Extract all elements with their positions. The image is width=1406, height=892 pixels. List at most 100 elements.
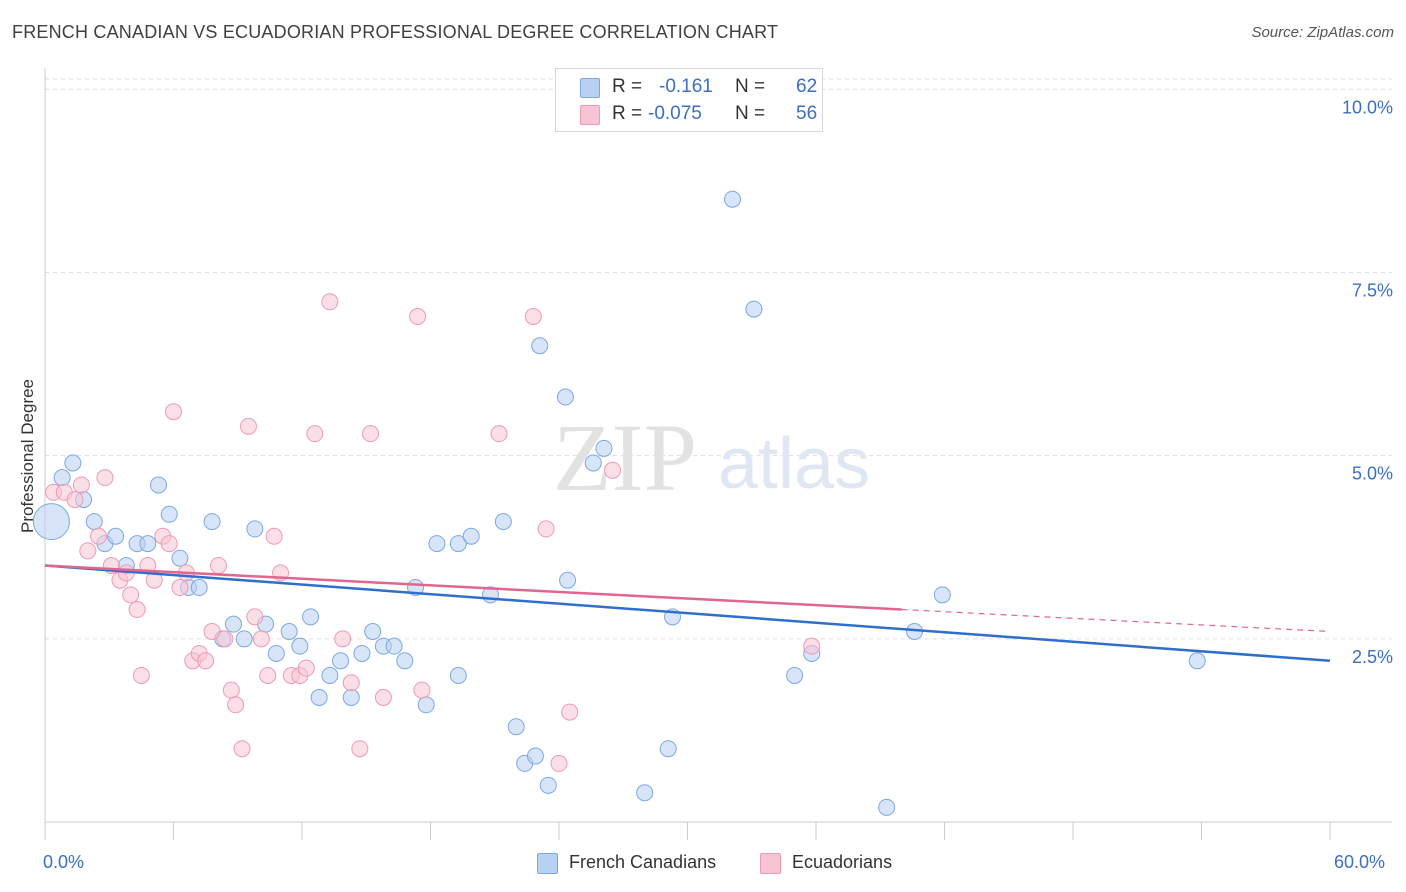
french-canadian-point xyxy=(745,300,763,318)
french-canadian-point xyxy=(235,630,253,648)
legend-r-label: R = xyxy=(612,76,643,97)
watermark-zip: ZIP xyxy=(553,404,697,511)
french-canadian-point xyxy=(539,776,557,794)
french-canadian-point xyxy=(1188,652,1206,670)
french-canadian-point xyxy=(462,527,480,545)
french-canadian-point xyxy=(449,535,467,553)
french-canadian-point xyxy=(139,535,157,553)
french-canadian-point xyxy=(428,535,446,553)
ecuadorian-point xyxy=(227,696,245,714)
watermark-atlas: atlas xyxy=(718,424,870,504)
ecuadorian-point xyxy=(265,527,283,545)
ecuadorian-point xyxy=(259,666,277,684)
french-canadian-point xyxy=(291,637,309,655)
ecuadorian-point xyxy=(72,476,90,494)
french-canadian-point xyxy=(396,652,414,670)
ecuadorian-point xyxy=(222,681,240,699)
legend-swatch-blue xyxy=(580,78,600,98)
french-canadian-point xyxy=(160,505,178,523)
french-canadian-point xyxy=(310,688,328,706)
legend-r-value: -0.075 xyxy=(648,103,702,124)
ecuadorian-point xyxy=(524,307,542,325)
ecuadorian-point xyxy=(297,659,315,677)
stats-legend: R = -0.161 N = 62 R = -0.075 N = 56 xyxy=(555,68,823,132)
ecuadorian-point xyxy=(351,740,369,758)
ecuadorian-point xyxy=(550,754,568,772)
ecuadorian-point xyxy=(537,520,555,538)
legend-n-label: N = xyxy=(735,76,766,97)
ecuadorian-point xyxy=(490,425,508,443)
french-canadian-point xyxy=(786,666,804,684)
ecuadorian-point xyxy=(165,403,182,421)
ecuadorian-trend-line xyxy=(44,564,902,611)
french-canadian-point xyxy=(53,469,71,487)
french-canadian-point xyxy=(32,503,70,541)
french-canadian-point xyxy=(507,718,525,736)
y-tick-labels: 2.5% 5.0% 7.5% 10.0% xyxy=(1342,97,1393,667)
ecuadorian-point xyxy=(66,491,84,509)
y-tick-label: 10.0% xyxy=(1342,97,1393,117)
ecuadorian-point xyxy=(409,307,427,325)
french-canadian-point xyxy=(385,637,403,655)
french-canadian-point xyxy=(417,696,435,714)
source-label: Source: ZipAtlas.com xyxy=(1251,24,1394,41)
bottom-legend-label: French Canadians xyxy=(569,852,717,872)
french-canadian-point xyxy=(531,337,549,355)
ecuadorian-point xyxy=(96,469,114,487)
french-canadian-point xyxy=(723,190,741,208)
trend-lines xyxy=(44,564,1331,663)
french-canadian-point xyxy=(64,454,82,472)
french-canadian-point xyxy=(302,608,320,626)
french-canadian-point xyxy=(203,513,221,531)
ecuadorian-point xyxy=(160,535,178,553)
ecuadorian-point xyxy=(342,674,360,692)
ecuadorian-point xyxy=(90,527,108,545)
ecuadorian-point xyxy=(561,703,579,721)
french-canadian-point xyxy=(246,520,264,538)
french-canadian-point xyxy=(595,439,613,457)
french-canadian-point xyxy=(556,388,574,406)
ecuadorian-point xyxy=(132,666,150,684)
ecuadorian-point xyxy=(334,630,352,648)
legend-swatch-pink xyxy=(580,105,600,125)
ecuadorian-point xyxy=(197,652,215,670)
ecuadorian-point xyxy=(209,557,227,575)
ecuadorian-point xyxy=(79,542,97,560)
ecuadorian-point xyxy=(413,681,431,699)
french-canadian-point xyxy=(636,784,654,802)
ecuadorian-point xyxy=(252,630,270,648)
axes xyxy=(44,68,1392,840)
french-canadian-point xyxy=(353,644,371,662)
french-canadian-point xyxy=(878,798,896,816)
legend-r-value: -0.161 xyxy=(659,76,713,97)
french-canadian-point xyxy=(280,623,298,640)
french-canadian-point xyxy=(584,454,602,472)
ecuadorian-point xyxy=(122,586,140,604)
ecuadorian-point xyxy=(306,425,324,443)
french-canadian-point xyxy=(321,666,339,684)
french-canadian-point xyxy=(190,579,208,597)
french-canadian-point xyxy=(85,513,103,531)
ecuadorian-point xyxy=(374,688,392,706)
ecuadorian-point xyxy=(239,417,257,435)
french-canadian-point xyxy=(107,527,125,545)
ecuadorian-point xyxy=(203,623,221,640)
watermark: ZIP atlas xyxy=(553,404,870,511)
ecuadorian-point xyxy=(362,425,380,443)
french-canadian-point xyxy=(449,666,467,684)
ecuadorian-point xyxy=(604,461,622,479)
y-tick-label: 2.5% xyxy=(1352,647,1393,667)
french-canadian-point xyxy=(332,652,350,670)
legend-r-label: R = xyxy=(612,103,643,124)
chart-title: FRENCH CANADIAN VS ECUADORIAN PROFESSION… xyxy=(12,22,779,42)
french-canadian-point xyxy=(224,615,242,633)
french-canadian-point xyxy=(171,549,189,567)
legend-n-label: N = xyxy=(735,103,766,124)
french-canadian-point xyxy=(494,513,512,531)
bottom-legend-swatch-pink xyxy=(760,853,781,874)
french-canadian-point xyxy=(342,688,360,706)
legend-n-value: 56 xyxy=(796,103,818,124)
x-min-label: 0.0% xyxy=(43,852,85,872)
x-max-label: 60.0% xyxy=(1334,852,1386,872)
